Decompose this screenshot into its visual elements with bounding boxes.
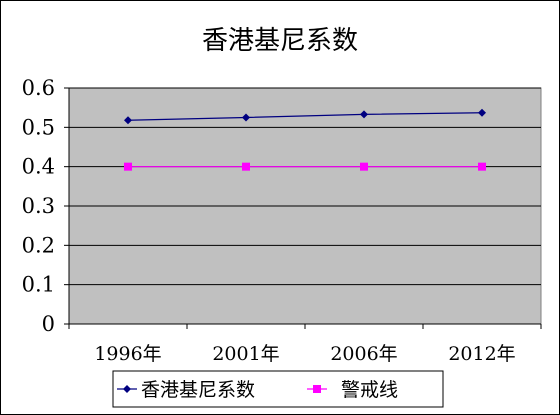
- series-layer: [124, 108, 486, 171]
- y-tick-label: 0.1: [22, 273, 55, 297]
- y-tick-label: 0.4: [22, 155, 55, 179]
- y-tick-label: 0.3: [22, 194, 55, 218]
- legend-box: [112, 370, 444, 408]
- x-tick-label: 2001年: [212, 343, 279, 365]
- chart-title: 香港基尼系数: [202, 26, 358, 56]
- legend: 香港基尼系数 警戒线: [112, 370, 444, 408]
- data-point: [478, 162, 486, 171]
- data-point: [478, 108, 486, 117]
- x-tick-label: 1996年: [94, 343, 161, 365]
- y-tick-label: 0.2: [22, 233, 55, 257]
- data-point: [124, 162, 132, 171]
- series-line: [127, 112, 483, 121]
- data-point: [124, 116, 132, 125]
- data-point: [242, 113, 250, 122]
- gridlines: [69, 87, 541, 286]
- legend-marker-gini: [123, 385, 131, 393]
- data-point: [242, 162, 250, 171]
- y-tick-label: 0: [42, 312, 55, 336]
- axes: 0 0.1 0.2 0.3 0.4 0.5 0.6 1996年 2001年 2006年 2012年: [22, 76, 542, 365]
- data-point: [360, 110, 368, 119]
- data-point: [360, 162, 368, 171]
- x-tick-label: 2012年: [448, 343, 515, 365]
- y-tick-label: 0.6: [22, 76, 55, 100]
- legend-label-gini: 香港基尼系数: [141, 379, 255, 401]
- legend-marker-warning: [313, 385, 321, 393]
- y-tick-label: 0.5: [22, 115, 55, 139]
- legend-label-warning: 警戒线: [341, 379, 398, 401]
- x-tick-label: 2006年: [330, 343, 397, 365]
